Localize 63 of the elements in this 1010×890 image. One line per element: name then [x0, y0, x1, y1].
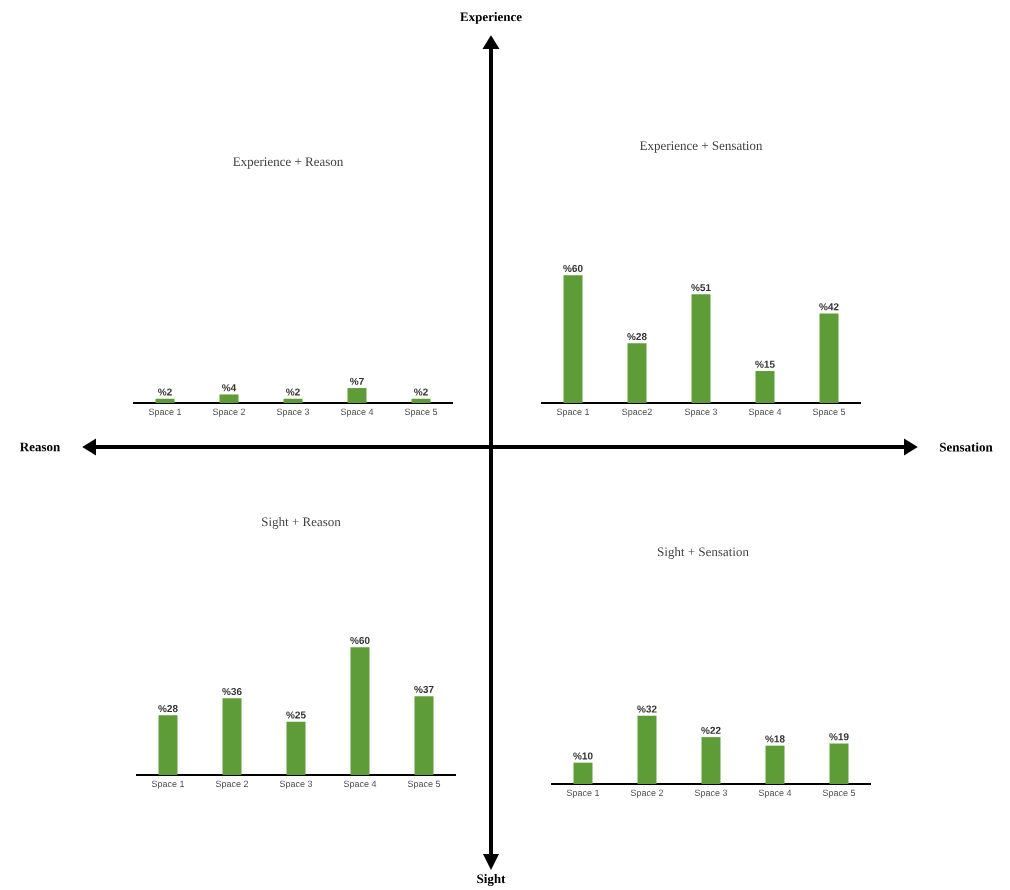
text: Sight	[477, 874, 506, 886]
data-label: %15	[755, 360, 775, 368]
bar	[765, 745, 785, 784]
chart-title: Experience + Sensation	[639, 141, 763, 153]
data-label: %22	[701, 726, 721, 734]
data-label: %51	[691, 284, 711, 292]
x-tick-label: Space 1	[151, 780, 185, 789]
data-label: %19	[829, 733, 849, 741]
text: Experience	[460, 12, 522, 24]
data-label: %60	[563, 264, 583, 272]
chart-title: Sight + Reason	[262, 517, 341, 529]
data-label: %37	[414, 685, 434, 693]
bar	[691, 294, 711, 403]
bar	[414, 696, 434, 775]
x-tick-label: Space 5	[404, 408, 438, 417]
bar	[286, 721, 306, 775]
bar	[637, 715, 657, 784]
x-tick-label: Space 1	[556, 408, 590, 417]
bar	[573, 762, 593, 784]
chart-title: Sight + Sensation	[657, 547, 749, 559]
x-tick-label: Space 4	[748, 408, 782, 417]
x-tick-label: Space 4	[343, 780, 377, 789]
text: Reason	[20, 442, 61, 452]
data-label: %28	[627, 333, 647, 341]
data-label: %32	[637, 705, 657, 713]
data-label: %42	[819, 303, 839, 311]
data-label: %4	[222, 384, 237, 392]
x-tick-label: Space 5	[822, 789, 856, 798]
x-tick-label: Space 3	[694, 789, 728, 798]
bar	[829, 743, 849, 784]
data-label: %2	[286, 388, 300, 396]
bar	[819, 313, 839, 403]
x-tick-label: Space 3	[276, 408, 310, 417]
x-tick-label: Space 5	[812, 408, 846, 417]
x-tick-label: Space 4	[758, 789, 792, 798]
text: Sensation	[939, 442, 993, 452]
x-tick-label: Space 4	[340, 408, 374, 417]
data-label: %25	[286, 711, 306, 719]
x-tick-label: Space2	[622, 408, 652, 417]
x-tick-label: Space 5	[407, 780, 441, 789]
x-tick-label: Space 3	[684, 408, 718, 417]
x-tick-label: Space 2	[215, 780, 249, 789]
data-label: %18	[765, 735, 785, 743]
data-label: %2	[414, 388, 428, 396]
bar	[701, 737, 721, 784]
chart-title: Experience + Reason	[233, 157, 344, 169]
bar	[350, 647, 370, 775]
data-label: %60	[350, 636, 370, 644]
bar	[222, 698, 242, 775]
x-tick-label: Space 2	[212, 408, 246, 417]
bar	[755, 371, 775, 403]
bar	[563, 275, 583, 403]
bar	[627, 343, 647, 403]
x-tick-label: Space 1	[148, 408, 182, 417]
x-tick-label: Space 1	[566, 789, 600, 798]
data-label: %2	[158, 388, 172, 396]
bar	[158, 715, 178, 775]
data-label: %36	[222, 688, 242, 696]
x-tick-label: Space 3	[279, 780, 313, 789]
x-tick-label: Space 2	[630, 789, 664, 798]
data-label: %28	[158, 705, 178, 713]
data-label: %10	[573, 752, 593, 760]
data-label: %7	[350, 377, 364, 385]
